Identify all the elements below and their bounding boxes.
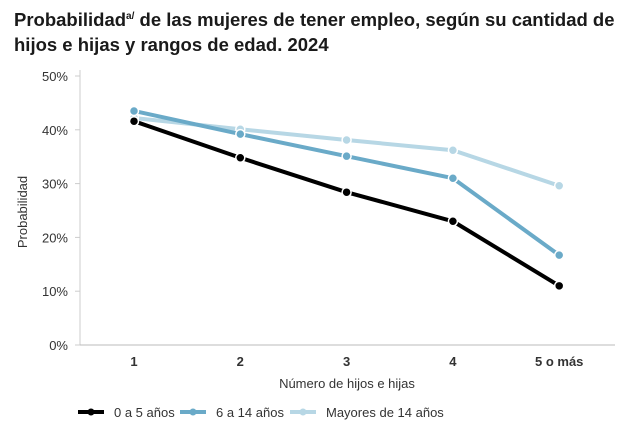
legend-item: Mayores de 14 años (290, 405, 444, 420)
y-axis-label: Probabilidad (15, 176, 30, 248)
legend-label: Mayores de 14 años (326, 405, 444, 420)
legend-label: 0 a 5 años (114, 405, 175, 420)
x-tick-label: 1 (130, 354, 137, 369)
legend-label: 6 a 14 años (216, 405, 284, 420)
chart-title: Probabilidada/ de las mujeres de tener e… (14, 4, 624, 57)
data-point (128, 115, 140, 127)
title-superscript: a/ (126, 11, 135, 22)
x-tick-label: 4 (449, 354, 457, 369)
data-point (235, 128, 246, 140)
series-line (133, 109, 561, 257)
legend-item: 0 a 5 años (78, 405, 175, 420)
y-tick-label: 40% (42, 123, 68, 138)
legend-item: 6 a 14 años (180, 405, 284, 420)
series-6-a-14-años (128, 105, 565, 261)
series-line (133, 119, 561, 288)
data-point (447, 216, 459, 227)
x-tick-label: 3 (343, 354, 350, 369)
y-tick-label: 0% (49, 338, 68, 353)
data-point (553, 280, 565, 292)
data-point (341, 150, 352, 162)
title-main: Probabilidad (14, 9, 127, 31)
data-point (447, 144, 459, 156)
x-tick-label: 2 (237, 354, 244, 369)
data-point (447, 172, 459, 184)
x-axis-label: Número de hijos e hijas (279, 376, 415, 391)
legend-marker (299, 408, 307, 416)
data-point (553, 180, 565, 192)
y-tick-label: 30% (42, 177, 68, 192)
y-tick-label: 20% (42, 230, 68, 245)
legend-marker (87, 408, 95, 416)
data-point (341, 186, 352, 198)
data-point (235, 152, 246, 164)
data-point (553, 249, 565, 261)
x-tick-label: 5 o más (535, 354, 583, 369)
data-point (341, 134, 352, 146)
legend-marker (189, 408, 197, 416)
data-point (128, 105, 140, 117)
y-tick-label: 10% (42, 284, 68, 299)
title-rest: de las mujeres de tener empleo, según su… (14, 9, 615, 56)
y-tick-label: 50% (42, 69, 68, 84)
series-0-a-5-años (128, 115, 565, 292)
